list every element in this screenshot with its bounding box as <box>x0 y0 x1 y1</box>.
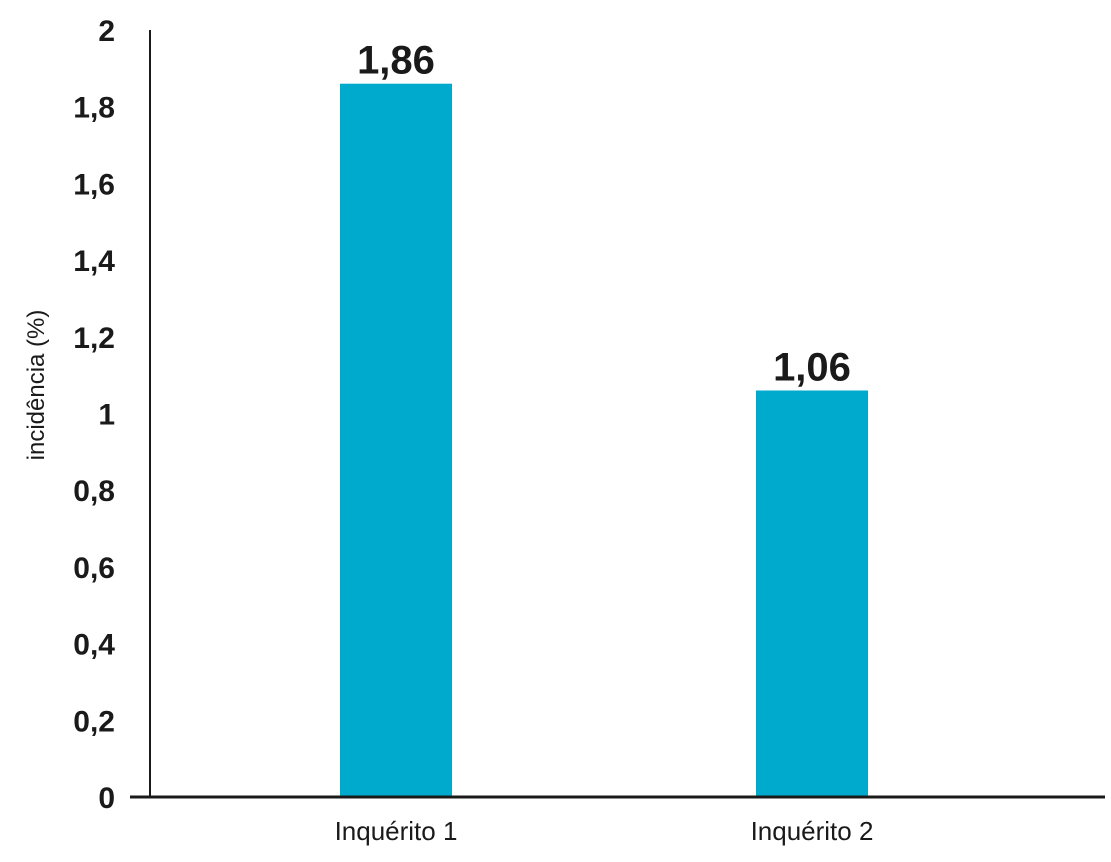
y-tick-label: 1,4 <box>73 245 115 278</box>
x-tick-label-2: Inquérito 2 <box>751 816 874 846</box>
y-tick-label: 0,4 <box>73 629 115 662</box>
y-tick-label: 1,8 <box>73 92 115 125</box>
y-tick-label: 1,2 <box>73 322 115 355</box>
y-tick-label: 1 <box>98 399 115 432</box>
x-tick-labels: Inquérito 1 Inquérito 2 <box>335 816 874 846</box>
data-label-1: 1,86 <box>357 39 435 83</box>
bar-1 <box>340 83 452 797</box>
data-labels-layer: 1,86 1,06 <box>357 39 851 390</box>
y-tick-label: 2 <box>98 15 115 48</box>
y-tick-label: 0,8 <box>73 475 115 508</box>
y-tick-labels: 0 0,2 0,4 0,6 0,8 1 1,2 1,4 1,6 1,8 2 <box>73 15 115 815</box>
y-tick-label: 0 <box>98 782 115 815</box>
x-tick-label-1: Inquérito 1 <box>335 816 458 846</box>
y-tick-label: 0,6 <box>73 552 115 585</box>
y-axis-title: incidência (%) <box>23 310 50 461</box>
bar-2 <box>756 390 868 797</box>
data-label-2: 1,06 <box>773 345 851 389</box>
bars-layer <box>340 83 868 797</box>
y-tick-label: 0,2 <box>73 705 115 738</box>
y-tick-label: 1,6 <box>73 168 115 201</box>
